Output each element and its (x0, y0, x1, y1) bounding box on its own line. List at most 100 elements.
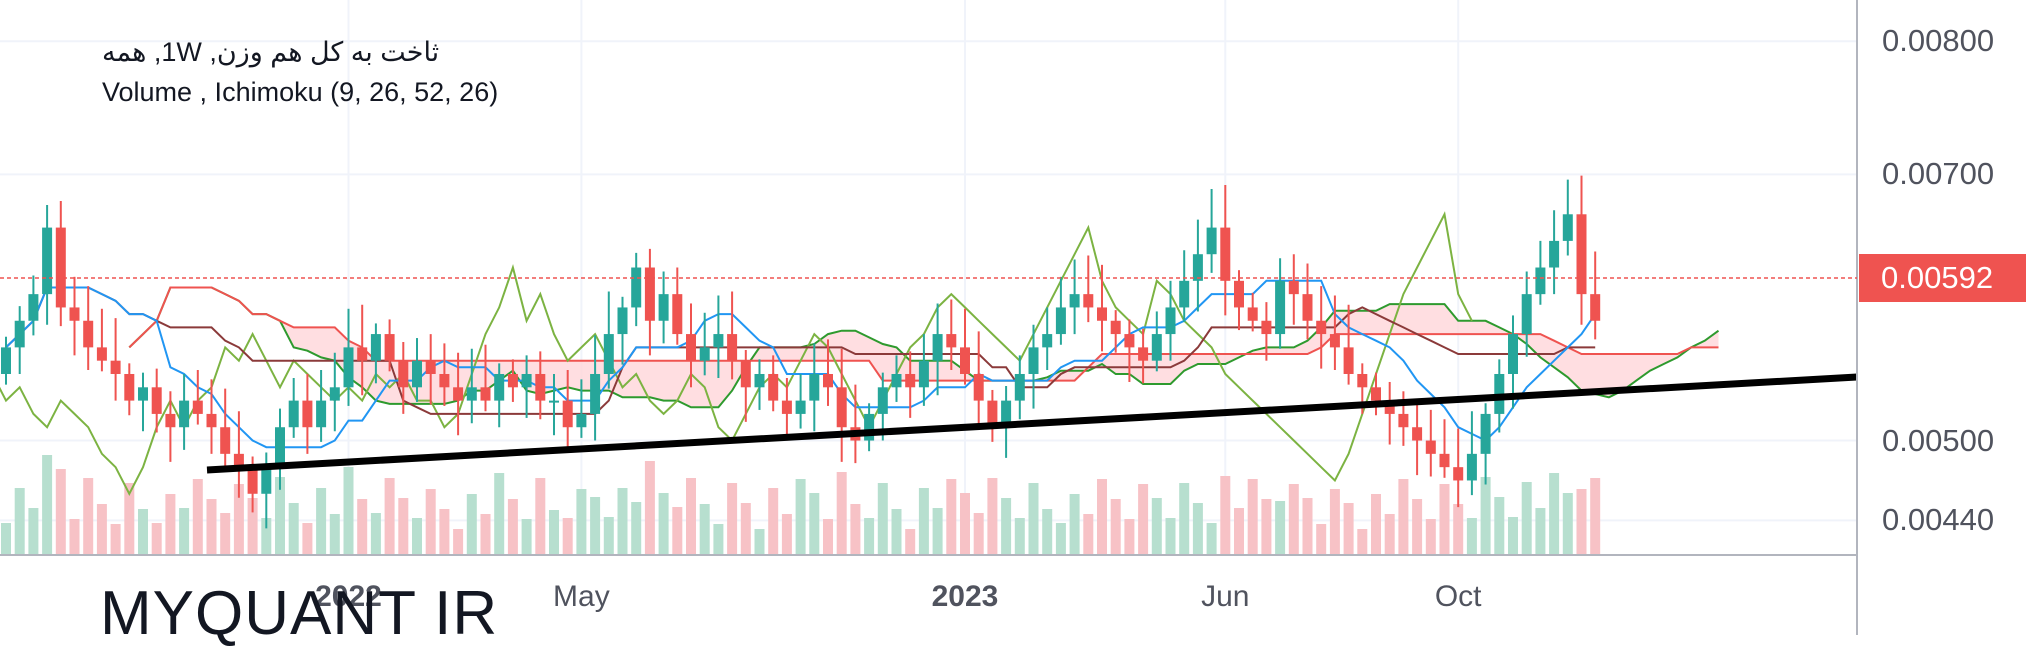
candle-body (138, 387, 148, 401)
candle-body (946, 334, 957, 348)
candle-body (768, 373, 779, 401)
candle-body (960, 347, 970, 374)
candle-body (1590, 294, 1601, 321)
volume-bar (617, 488, 628, 555)
price-tick-label: 0.00500 (1882, 422, 1995, 458)
candle-body (233, 453, 244, 468)
candle-body (179, 400, 190, 428)
volume-bar (165, 494, 176, 555)
volume-bar (727, 483, 738, 555)
time-tick-label: 2023 (931, 580, 999, 613)
candle-body (1439, 453, 1450, 468)
volume-bar (1549, 473, 1560, 555)
candle-body (28, 294, 39, 321)
candle-body (699, 347, 710, 361)
volume-bar (658, 493, 669, 555)
volume-bar (713, 524, 724, 555)
volume-bar (1562, 493, 1573, 555)
candle-body (1576, 214, 1587, 295)
candle-body (1192, 254, 1203, 281)
volume-bar (1384, 514, 1395, 555)
trendline-layer (206, 373, 1858, 474)
candle-body (658, 294, 669, 321)
candle-body (261, 467, 272, 494)
volume-bar (1220, 476, 1231, 555)
volume-bar (768, 488, 779, 555)
volume-bar (1234, 508, 1244, 555)
candle-body (110, 360, 121, 374)
candle-body (809, 373, 820, 401)
volume-bar (83, 478, 94, 555)
candle-body (302, 400, 313, 428)
volume-bar (439, 509, 450, 555)
candle-body (453, 387, 464, 401)
candle-body (1412, 427, 1423, 441)
volume-bar (425, 489, 436, 555)
volume-bar (1110, 499, 1121, 555)
volume-bar (1329, 489, 1340, 555)
candle-body (1398, 413, 1409, 428)
volume-bar (1028, 483, 1039, 555)
volume-bar (1302, 498, 1313, 555)
volume-bar (644, 461, 655, 555)
volume-bar (179, 508, 190, 555)
candle-body (521, 373, 532, 388)
volume-bar (781, 514, 792, 555)
volume-bar (754, 529, 765, 555)
price-chart[interactable] (0, 0, 2026, 635)
candle-body (14, 320, 25, 348)
price-tick-label: 0.00800 (1882, 23, 1995, 59)
candle-body (357, 347, 368, 361)
candle-body (316, 400, 327, 428)
volume-bar (357, 499, 368, 555)
time-tick-label: Jun (1201, 580, 1250, 613)
volume-bar (1453, 504, 1464, 555)
volume-bar (1466, 518, 1477, 555)
candle-body (398, 360, 409, 388)
volume-bar (343, 467, 354, 555)
volume-bar (1398, 479, 1409, 555)
support-trendline (206, 373, 1858, 474)
candle-body (42, 227, 53, 295)
candle-body (96, 347, 107, 361)
volume-bar (494, 473, 505, 555)
volume-bar (398, 498, 409, 555)
volume-bar (891, 509, 902, 555)
candle-body (1234, 280, 1244, 308)
volume-bar (973, 513, 984, 555)
volume-bar (138, 509, 148, 555)
volume-bar (987, 478, 998, 555)
volume-bar (288, 503, 299, 555)
volume-bar (1165, 518, 1176, 555)
candle-body (507, 373, 518, 388)
time-tick-label: Oct (1434, 580, 1482, 613)
volume-bar (1097, 479, 1107, 555)
volume-bar (1192, 503, 1203, 555)
candle-body (494, 373, 505, 401)
candle-body (727, 334, 738, 361)
volume-bar (302, 523, 313, 555)
candle-body (192, 400, 203, 414)
candle-body (343, 347, 354, 388)
volume-bar (453, 529, 464, 555)
price-tick-label: 0.00440 (1882, 502, 1995, 538)
volume-bar (1576, 489, 1587, 555)
candle-body (576, 413, 587, 428)
candlesticks (1, 175, 1601, 529)
volume-bar (1055, 523, 1066, 555)
candle-body (905, 373, 916, 388)
volume-bar (480, 514, 491, 555)
candle-body (247, 467, 258, 494)
candle-body (1343, 347, 1354, 374)
volume-bar (247, 498, 258, 555)
candle-body (1055, 307, 1066, 335)
volume-bar (603, 517, 614, 555)
volume-bar (1138, 484, 1149, 555)
candle-body (1014, 373, 1025, 401)
candle-body (466, 387, 477, 401)
price-tick-label: 0.00700 (1882, 156, 1995, 192)
candle-body (412, 360, 422, 388)
candle-body (288, 400, 299, 428)
candle-body (206, 413, 217, 428)
candle-body (384, 334, 395, 361)
